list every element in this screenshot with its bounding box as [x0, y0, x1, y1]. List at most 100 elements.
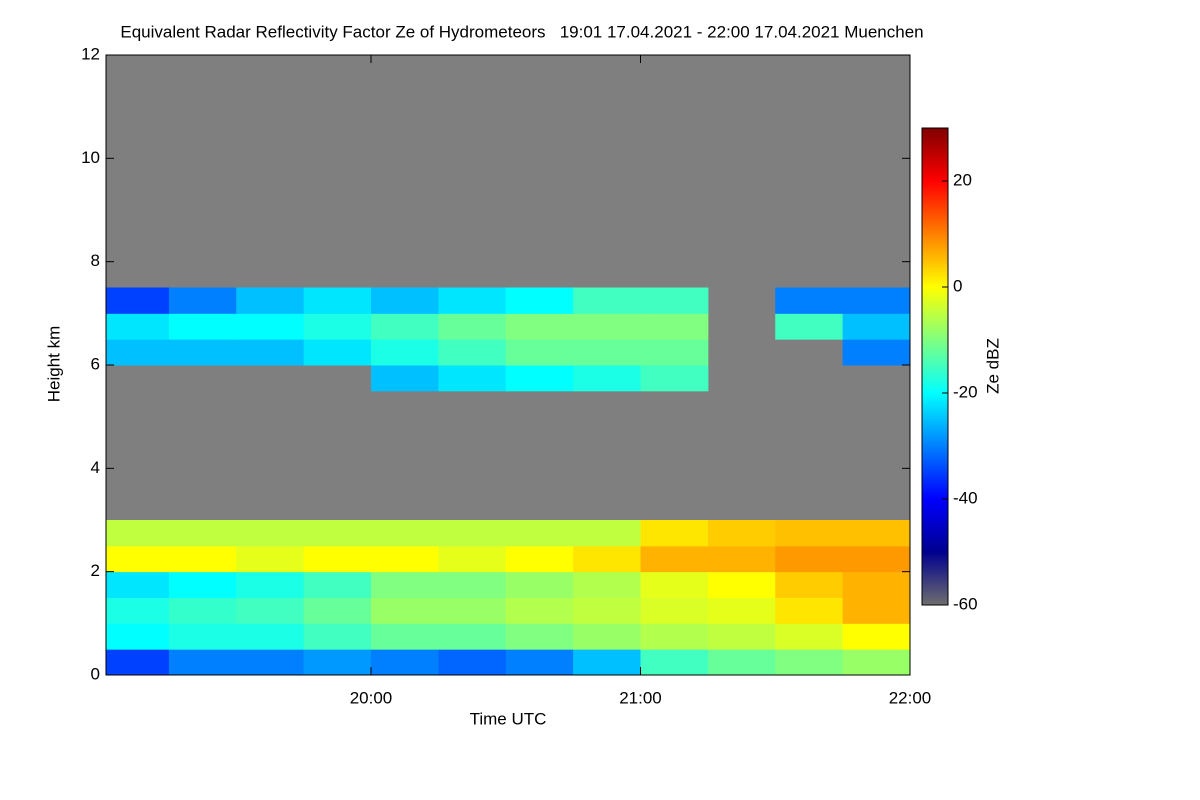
heatmap-cell — [505, 365, 574, 392]
heatmap-cell — [707, 545, 776, 573]
heatmap-cell — [573, 597, 641, 624]
heatmap-cell — [236, 339, 305, 366]
heatmap-cell — [370, 520, 439, 547]
heatmap-cell — [505, 339, 574, 366]
heatmap-cell — [438, 339, 507, 366]
heatmap-cell — [303, 545, 372, 573]
heatmap-cell — [640, 339, 709, 366]
heatmap-cell — [842, 287, 911, 314]
heatmap-cell — [640, 623, 709, 650]
heatmap-cell — [168, 339, 237, 366]
colorbar-tick-label: -60 — [953, 594, 978, 613]
heatmap-cell — [370, 545, 439, 573]
heatmap-cell — [775, 545, 844, 573]
heatmap-cell — [168, 623, 237, 650]
heatmap-cell — [168, 545, 237, 573]
heatmap-cell — [640, 649, 709, 676]
heatmap-cell — [303, 313, 372, 340]
heatmap-cell — [236, 623, 305, 650]
heatmap-cell — [370, 571, 439, 598]
heatmap-cell — [168, 649, 237, 676]
heatmap-cell — [236, 571, 305, 598]
colorbar-tick-label: -20 — [953, 382, 978, 401]
heatmap-cell — [438, 313, 507, 340]
x-tick-label: 22:00 — [889, 688, 932, 707]
heatmap-cell — [505, 649, 574, 676]
heatmap-cell — [168, 520, 237, 547]
heatmap-cell — [505, 545, 574, 573]
heatmap-cell — [370, 313, 439, 340]
heatmap-cell — [438, 623, 507, 650]
y-axis-label: Height km — [44, 326, 63, 403]
y-tick-label: 8 — [91, 251, 100, 270]
heatmap-cell — [303, 520, 372, 547]
heatmap-cell — [505, 597, 574, 624]
heatmap-cell — [775, 597, 844, 624]
heatmap-cell — [438, 287, 507, 314]
heatmap-cell — [438, 545, 507, 573]
heatmap-cell — [438, 571, 507, 598]
heatmap-cell — [370, 365, 439, 392]
heatmap-cell — [842, 571, 911, 598]
heatmap-cell — [370, 623, 439, 650]
heatmap-cell — [168, 287, 237, 314]
heatmap-cell — [106, 545, 170, 573]
heatmap-cell — [303, 623, 372, 650]
heatmap-cell — [303, 287, 372, 314]
heatmap-cell — [106, 597, 170, 624]
heatmap-cell — [842, 623, 911, 650]
heatmap-cell — [707, 520, 776, 547]
heatmap-cell — [842, 313, 911, 340]
heatmap-cell — [707, 571, 776, 598]
heatmap-cell — [775, 313, 844, 340]
heatmap-cell — [573, 623, 641, 650]
heatmap-cell — [106, 287, 170, 314]
heatmap-cell — [640, 313, 709, 340]
heatmap-cell — [370, 287, 439, 314]
heatmap-cell — [303, 571, 372, 598]
heatmap-cell — [106, 623, 170, 650]
heatmap-cell — [573, 313, 641, 340]
heatmap-cell — [640, 520, 709, 547]
heatmap-cell — [303, 597, 372, 624]
heatmap-cell — [707, 649, 776, 676]
heatmap-cell — [505, 571, 574, 598]
heatmap-cell — [236, 313, 305, 340]
heatmap-cell — [505, 313, 574, 340]
heatmap-cell — [573, 365, 641, 392]
chart-title: Equivalent Radar Reflectivity Factor Ze … — [120, 22, 923, 41]
heatmap-cell — [236, 287, 305, 314]
colorbar-tick-label: -40 — [953, 488, 978, 507]
heatmap-cell — [106, 313, 170, 340]
heatmap-cell — [236, 545, 305, 573]
heatmap-cell — [573, 520, 641, 547]
heatmap-cell — [640, 545, 709, 573]
heatmap-cell — [505, 287, 574, 314]
heatmap-cell — [370, 339, 439, 366]
heatmap-cell — [640, 287, 709, 314]
heatmap-cell — [842, 520, 911, 547]
heatmap-cell — [236, 520, 305, 547]
heatmap-cell — [303, 649, 372, 676]
heatmap-cell — [573, 287, 641, 314]
y-tick-label: 4 — [91, 458, 100, 477]
heatmap-cell — [303, 339, 372, 366]
heatmap-cell — [168, 597, 237, 624]
colorbar-label: Ze dBZ — [983, 338, 1002, 394]
colorbar-tick-label: 20 — [953, 170, 972, 189]
x-tick-label: 21:00 — [619, 688, 662, 707]
heatmap-cell — [775, 287, 844, 314]
colorbar-tick-label: 0 — [953, 276, 962, 295]
heatmap-cell — [573, 649, 641, 676]
x-tick-label: 20:00 — [350, 688, 393, 707]
heatmap-cell — [438, 365, 507, 392]
colorbar — [921, 127, 949, 606]
y-tick-label: 2 — [91, 561, 100, 580]
y-tick-label: 10 — [81, 148, 100, 167]
heatmap-cell — [842, 545, 911, 573]
heatmap-cell — [842, 649, 911, 676]
heatmap-cell — [775, 520, 844, 547]
heatmap-cell — [640, 365, 709, 392]
heatmap-cell — [573, 571, 641, 598]
